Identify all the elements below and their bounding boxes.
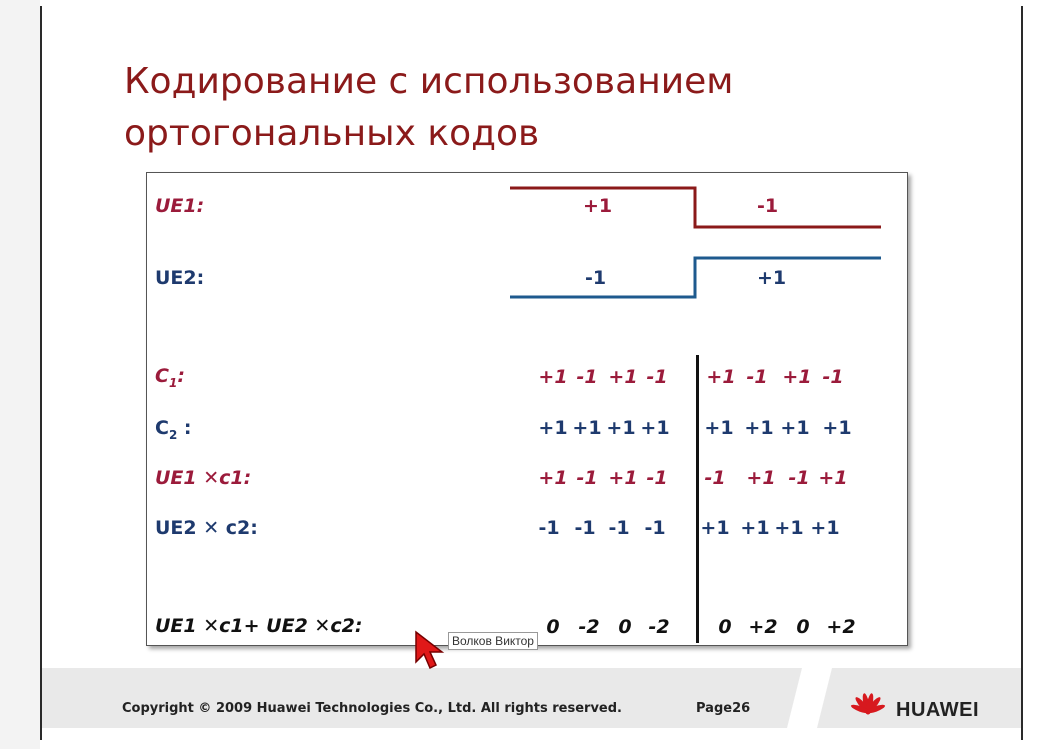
huawei-logo: HUAWEI [846,692,979,728]
ue2c2-left-0: -1 [538,517,560,539]
sum-right-0: 0 [718,616,732,638]
sum-right-2: 0 [796,616,810,638]
ue1-value-left: +1 [583,195,613,217]
c2-left-0: +1 [538,417,568,439]
ue1c1-left-3: -1 [646,467,668,489]
c1-left-1: -1 [576,366,598,388]
ue2-waveform [510,256,881,299]
slide-footer: Copyright © 2009 Huawei Technologies Co.… [42,668,1021,728]
ue2-value-left: -1 [585,267,607,289]
sum-left-0: 0 [546,616,560,638]
slide-title-line-1: Кодирование с использованием [124,61,734,102]
ue2-value-right: +1 [757,267,787,289]
ue2c2-right-0: +1 [700,517,730,539]
signal-waveforms [510,186,881,299]
sum-left-3: -2 [648,616,670,638]
ue1-value-right: -1 [757,195,779,217]
c2-right-1: +1 [744,417,774,439]
c1-right-0: +1 [706,366,736,388]
c1-right-2: +1 [782,366,812,388]
c2-left-1: +1 [572,417,602,439]
window-margin [0,0,40,749]
ue2c2-right-3: +1 [810,517,840,539]
c1-left-3: -1 [646,366,668,388]
presentation-slide: Кодирование с использованием ортогональн… [40,6,1023,740]
sum-left-1: -2 [578,616,600,638]
slide-title-line-2: ортогональных кодов [124,113,540,154]
c2-left-2: +1 [606,417,636,439]
c2-right-0: +1 [704,417,734,439]
presenter-name-tag: Волков Виктор [448,632,538,650]
row-label-ue2-c2: UE2 ✕ c2: [155,517,258,539]
sum-right-1: +2 [748,616,778,638]
row-label-c1: C1: [155,365,185,390]
ue1c1-right-1: +1 [746,467,776,489]
ue1c1-left-0: +1 [538,467,568,489]
ue2c2-left-3: -1 [644,517,666,539]
copyright-text: Copyright © 2009 Huawei Technologies Co.… [122,701,622,716]
c1-right-1: -1 [746,366,768,388]
brand-name: HUAWEI [896,698,979,721]
ue1-waveform [510,186,881,229]
ue1-label: UE1: [155,195,205,217]
bit-divider [696,355,699,643]
ue1c1-left-1: -1 [576,467,598,489]
ue2c2-right-1: +1 [740,517,770,539]
c2-right-2: +1 [780,417,810,439]
ue2c2-right-2: +1 [774,517,804,539]
page-number: Page26 [696,701,751,716]
encoding-diagram: UE1: +1 -1 UE2: -1 +1 C1: +1 -1 +1 -1 +1… [146,172,908,646]
c2-left-3: +1 [640,417,670,439]
c2-right-3: +1 [822,417,852,439]
ue2-label: UE2: [155,267,205,289]
ue2c2-left-1: -1 [574,517,596,539]
sum-left-2: 0 [618,616,632,638]
row-label-ue1-c1: UE1 ✕c1: [155,467,252,489]
ue2c2-left-2: -1 [608,517,630,539]
mouse-pointer-icon [415,630,445,670]
row-label-c2: C2 : [155,417,192,442]
footer-decoration [787,668,832,728]
ue1c1-right-3: +1 [818,467,848,489]
c1-left-2: +1 [608,366,638,388]
ue1c1-left-2: +1 [608,467,638,489]
row-label-sum: UE1 ✕c1+ UE2 ✕c2: [155,615,363,637]
huawei-petal-logo-icon [851,693,885,715]
ue1c1-right-2: -1 [788,467,810,489]
ue1c1-right-0: -1 [704,467,726,489]
c1-left-0: +1 [538,366,568,388]
c1-right-3: -1 [822,366,844,388]
sum-right-3: +2 [826,616,856,638]
slide-title: Кодирование с использованием ортогональн… [124,56,733,160]
